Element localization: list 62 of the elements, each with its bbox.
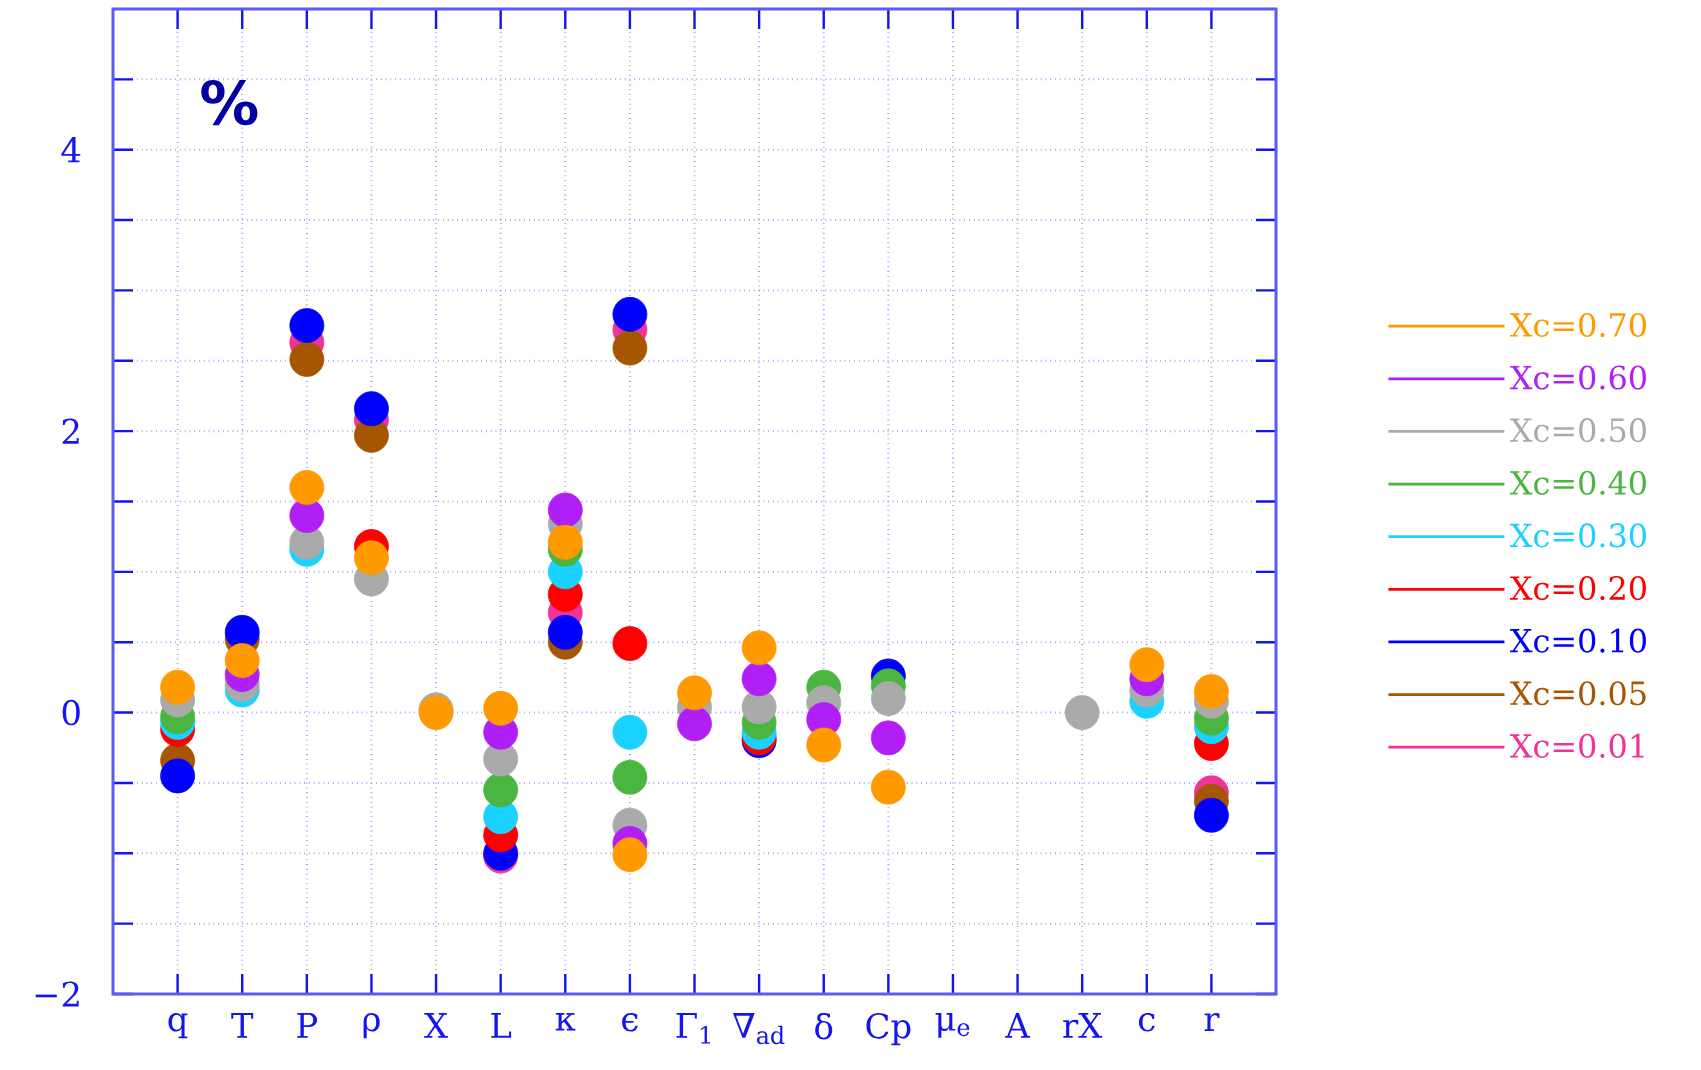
- point: [224, 643, 260, 678]
- x-tick-label: δ: [815, 1013, 833, 1040]
- point: [612, 837, 648, 873]
- point: [870, 720, 906, 756]
- point: [1194, 797, 1229, 833]
- annotation: %: [201, 79, 258, 126]
- x-tick-label: ρ: [363, 1013, 380, 1039]
- x-tick-label: A: [1005, 1013, 1031, 1038]
- point: [160, 758, 196, 794]
- y-tick-label: 2: [62, 418, 79, 444]
- legend-label: Xc=0.10: [1510, 628, 1646, 653]
- x-tick-label: rX: [1063, 1013, 1103, 1038]
- point: [870, 769, 906, 805]
- x-tick-label: μ$_{e}$: [935, 1013, 970, 1038]
- legend-label: Xc=0.30: [1510, 523, 1646, 548]
- x-tick-label: r: [1204, 1013, 1220, 1032]
- point: [612, 330, 648, 366]
- legend-label: Xc=0.05: [1510, 681, 1646, 706]
- x-tick-label: P: [297, 1013, 318, 1038]
- point: [1064, 695, 1100, 730]
- point: [160, 669, 196, 705]
- point: [547, 492, 583, 528]
- point: [483, 690, 519, 726]
- point: [289, 341, 325, 377]
- point: [547, 614, 583, 650]
- point: [547, 524, 583, 560]
- point: [612, 714, 648, 750]
- legend-label: Xc=0.70: [1510, 312, 1646, 337]
- x-tick-label: ϵ: [622, 1013, 638, 1032]
- x-tick-label: κ: [555, 1013, 576, 1031]
- point: [354, 391, 389, 427]
- y-tick-label: −2: [35, 981, 79, 1007]
- y-tick-label: 4: [61, 137, 81, 163]
- point: [612, 759, 648, 795]
- legend-label: Xc=0.20: [1510, 575, 1646, 601]
- x-tick-label: Cp: [866, 1013, 911, 1046]
- x-tick-label: q: [168, 1013, 188, 1039]
- point: [870, 681, 906, 716]
- point: [612, 296, 648, 332]
- point: [677, 706, 712, 742]
- x-tick-label: L: [491, 1013, 512, 1038]
- point: [806, 727, 842, 763]
- point: [483, 772, 519, 808]
- legend-label: Xc=0.60: [1510, 365, 1646, 390]
- point: [1129, 647, 1165, 683]
- x-tick-label: X: [424, 1013, 448, 1038]
- legend-label: Xc=0.01: [1510, 733, 1644, 758]
- point: [289, 308, 325, 343]
- point: [612, 626, 648, 662]
- x-tick-label: T: [231, 1013, 254, 1038]
- x-tick-label: Γ$_{1}$: [676, 1013, 710, 1044]
- point: [677, 675, 712, 711]
- point: [741, 630, 777, 666]
- y-tick-label: 0: [62, 699, 80, 726]
- x-tick-label: ∇$_{ad}$: [732, 1013, 785, 1045]
- point: [354, 540, 389, 576]
- legend-label: Xc=0.50: [1510, 418, 1646, 443]
- point: [1194, 674, 1229, 709]
- legend-label: Xc=0.40: [1510, 470, 1646, 495]
- x-tick-label: c: [1138, 1013, 1155, 1032]
- point: [741, 661, 777, 697]
- point: [289, 470, 325, 505]
